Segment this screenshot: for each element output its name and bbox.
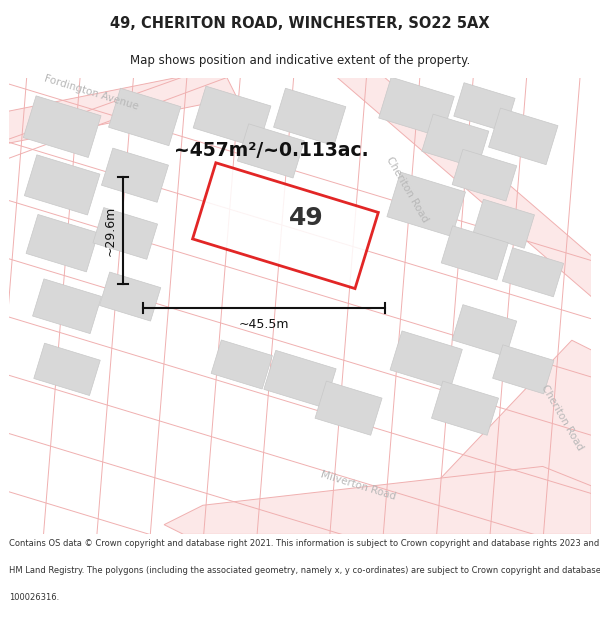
Polygon shape	[193, 162, 379, 289]
Polygon shape	[441, 226, 508, 280]
Polygon shape	[315, 381, 382, 435]
Polygon shape	[390, 331, 463, 388]
Polygon shape	[100, 272, 161, 321]
Text: 49: 49	[289, 206, 324, 230]
Polygon shape	[431, 381, 499, 435]
Polygon shape	[379, 77, 454, 138]
Polygon shape	[387, 172, 466, 236]
Text: Contains OS data © Crown copyright and database right 2021. This information is : Contains OS data © Crown copyright and d…	[9, 539, 600, 549]
Text: Fordington Avenue: Fordington Avenue	[43, 74, 140, 112]
Polygon shape	[502, 248, 563, 297]
Polygon shape	[452, 149, 517, 201]
Polygon shape	[109, 88, 181, 146]
Polygon shape	[193, 86, 271, 148]
Text: ~29.6m: ~29.6m	[103, 206, 116, 256]
Polygon shape	[23, 96, 101, 158]
Polygon shape	[452, 304, 517, 356]
Polygon shape	[164, 466, 591, 534]
Polygon shape	[493, 345, 554, 394]
Text: 49, CHERITON ROAD, WINCHESTER, SO22 5AX: 49, CHERITON ROAD, WINCHESTER, SO22 5AX	[110, 16, 490, 31]
Text: Cheriton Road: Cheriton Road	[384, 155, 430, 224]
Polygon shape	[264, 351, 336, 408]
Polygon shape	[238, 124, 304, 178]
Polygon shape	[488, 108, 558, 164]
Polygon shape	[93, 208, 158, 259]
Polygon shape	[310, 29, 600, 296]
Polygon shape	[388, 340, 600, 534]
Polygon shape	[211, 340, 272, 389]
Text: ~45.5m: ~45.5m	[239, 318, 289, 331]
Polygon shape	[454, 82, 515, 132]
Text: Map shows position and indicative extent of the property.: Map shows position and indicative extent…	[130, 54, 470, 68]
Text: Cheriton Road: Cheriton Road	[539, 383, 585, 452]
Polygon shape	[101, 148, 169, 202]
Text: HM Land Registry. The polygons (including the associated geometry, namely x, y c: HM Land Registry. The polygons (includin…	[9, 566, 600, 575]
Text: Milverton Road: Milverton Road	[319, 469, 397, 502]
Polygon shape	[422, 114, 489, 168]
Text: ~457m²/~0.113ac.: ~457m²/~0.113ac.	[173, 141, 368, 161]
Polygon shape	[32, 279, 101, 334]
Polygon shape	[25, 155, 100, 215]
Polygon shape	[473, 199, 535, 248]
Polygon shape	[26, 214, 98, 272]
Polygon shape	[274, 88, 346, 146]
Polygon shape	[0, 68, 237, 146]
Polygon shape	[34, 343, 100, 396]
Text: 100026316.: 100026316.	[9, 592, 59, 602]
